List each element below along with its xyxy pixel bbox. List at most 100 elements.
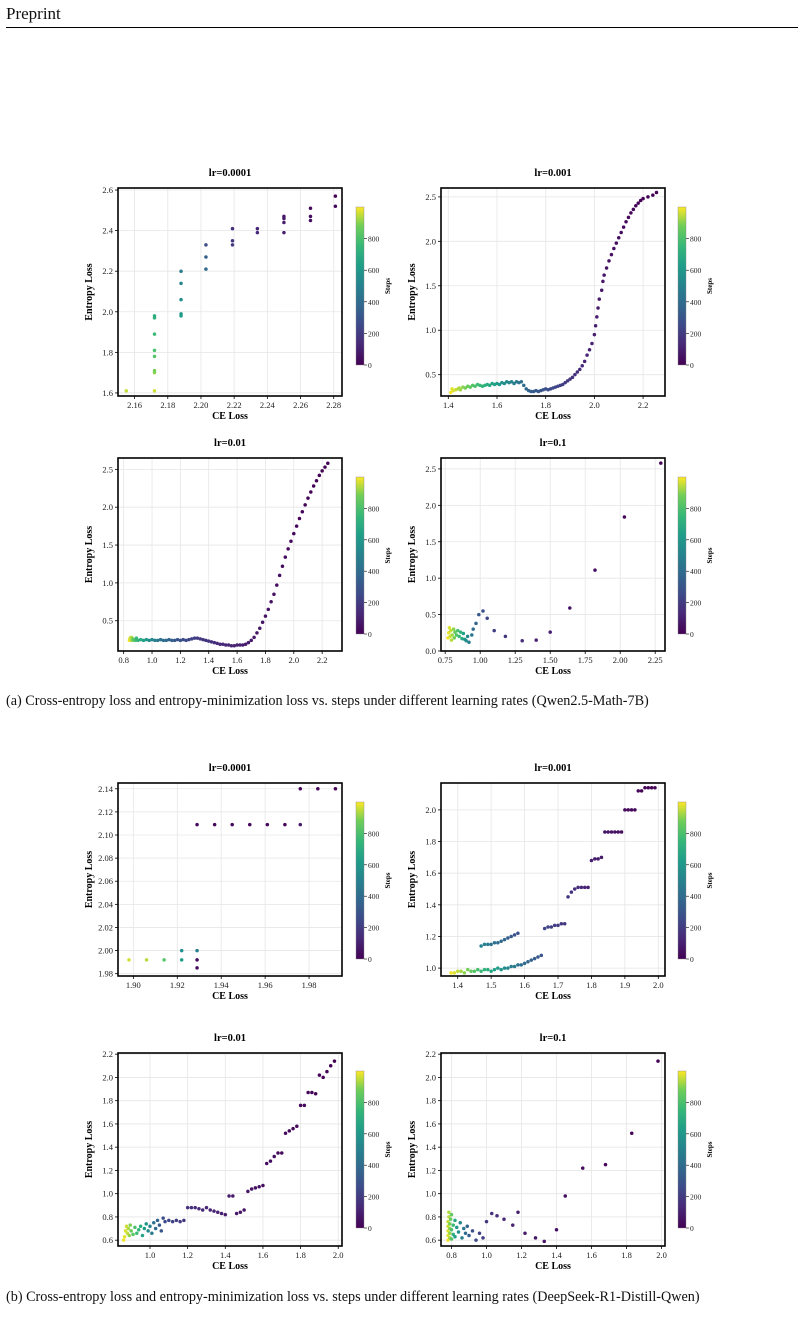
x-tick-label: 2.0	[333, 1250, 344, 1260]
y-axis-label: Entropy Loss	[407, 526, 418, 583]
x-tick-label: 1.6	[519, 980, 530, 990]
x-tick-label: 2.16	[127, 400, 142, 410]
data-point	[282, 214, 286, 219]
data-point	[463, 1231, 468, 1235]
data-point	[554, 1227, 559, 1232]
chart-title: lr=0.01	[214, 438, 246, 449]
data-point	[152, 348, 157, 353]
data-point	[509, 380, 514, 384]
data-point	[479, 969, 483, 974]
data-point	[653, 785, 657, 790]
data-point	[489, 969, 493, 974]
colorbar-label: Steps	[384, 547, 392, 563]
data-point	[184, 638, 188, 643]
data-point	[479, 944, 483, 948]
data-point	[136, 638, 140, 643]
data-point	[446, 631, 451, 635]
data-point	[596, 306, 600, 310]
data-point	[621, 225, 626, 229]
y-tick-label: 1.0	[102, 1189, 113, 1199]
data-point	[593, 857, 597, 861]
data-point	[609, 252, 614, 257]
data-point	[462, 971, 467, 975]
data-point	[321, 1075, 325, 1080]
data-point	[306, 1090, 310, 1095]
data-point	[631, 207, 636, 212]
data-point	[230, 226, 235, 231]
data-point	[559, 922, 564, 926]
colorbar-tick-label: 200	[368, 329, 380, 338]
x-tick-label: 1.8	[260, 655, 271, 665]
chart-panel: 0.8 1.0 1.2 1.4 1.6 1.8 2.0 0.6 0.8 1.0 1.2 1.4 1.6 1…	[407, 1033, 714, 1272]
y-tick-label: 1.6	[102, 1119, 113, 1129]
data-point	[612, 246, 616, 251]
data-point	[465, 1224, 469, 1228]
chart-title: lr=0.001	[534, 763, 571, 774]
data-point	[634, 204, 638, 208]
data-point	[470, 1229, 475, 1233]
data-point	[298, 1103, 303, 1108]
data-point	[179, 948, 184, 953]
data-point	[189, 1205, 194, 1210]
y-tick-label: 1.2	[425, 931, 436, 941]
page-header: Preprint	[6, 4, 61, 23]
data-point	[175, 637, 180, 642]
data-point	[502, 966, 507, 970]
data-point	[317, 1073, 322, 1077]
data-point	[129, 1229, 133, 1233]
colorbar-label: Steps	[706, 278, 714, 294]
data-point	[565, 379, 570, 383]
data-point	[592, 332, 597, 337]
data-point	[195, 636, 200, 640]
data-point	[298, 822, 303, 827]
data-point	[127, 1233, 132, 1238]
y-tick-label: 2.4	[102, 226, 113, 236]
colorbar-tick-label: 0	[690, 1224, 694, 1233]
data-point	[127, 958, 131, 962]
data-point	[522, 961, 527, 966]
data-point	[320, 469, 324, 473]
data-point	[596, 857, 600, 861]
data-point	[144, 1222, 148, 1226]
data-point	[333, 194, 338, 198]
data-point	[215, 641, 219, 646]
data-point	[659, 461, 663, 465]
y-tick-label: 2.0	[102, 502, 113, 512]
data-point	[452, 971, 457, 975]
data-point	[332, 1059, 337, 1063]
y-tick-label: 1.2	[425, 1165, 436, 1175]
data-point	[624, 220, 628, 224]
data-point	[474, 621, 478, 626]
chart-title: lr=0.0001	[209, 168, 251, 179]
x-tick-label: 1.0	[145, 1250, 156, 1260]
y-tick-label: 1.4	[425, 900, 436, 910]
y-tick-label: 2.5	[425, 192, 436, 202]
x-tick-label: 1.25	[508, 655, 523, 665]
data-point	[609, 830, 614, 834]
y-tick-label: 2.5	[425, 464, 436, 474]
data-point	[277, 573, 282, 578]
y-tick-label: 1.0	[425, 963, 436, 973]
data-point	[481, 609, 485, 613]
plot-frame	[440, 187, 666, 397]
data-point	[601, 279, 605, 284]
data-point	[155, 638, 160, 643]
data-point	[152, 332, 157, 336]
data-point	[333, 787, 338, 791]
chart-title: lr=0.0001	[209, 763, 251, 774]
data-point	[477, 1231, 482, 1235]
x-tick-label: 2.22	[227, 400, 242, 410]
y-tick-label: 2.2	[425, 1049, 436, 1059]
x-axis-label: CE Loss	[212, 1261, 248, 1272]
x-tick-label: 2.0	[288, 655, 299, 665]
x-tick-label: 1.2	[516, 1250, 527, 1260]
data-point	[453, 1218, 457, 1223]
x-tick-label: 1.6	[232, 655, 243, 665]
data-point	[578, 367, 582, 372]
data-point	[497, 382, 502, 387]
data-point	[308, 214, 313, 219]
data-point	[458, 1220, 462, 1225]
data-point	[449, 1212, 454, 1217]
data-point	[467, 640, 471, 645]
data-point	[524, 387, 528, 391]
